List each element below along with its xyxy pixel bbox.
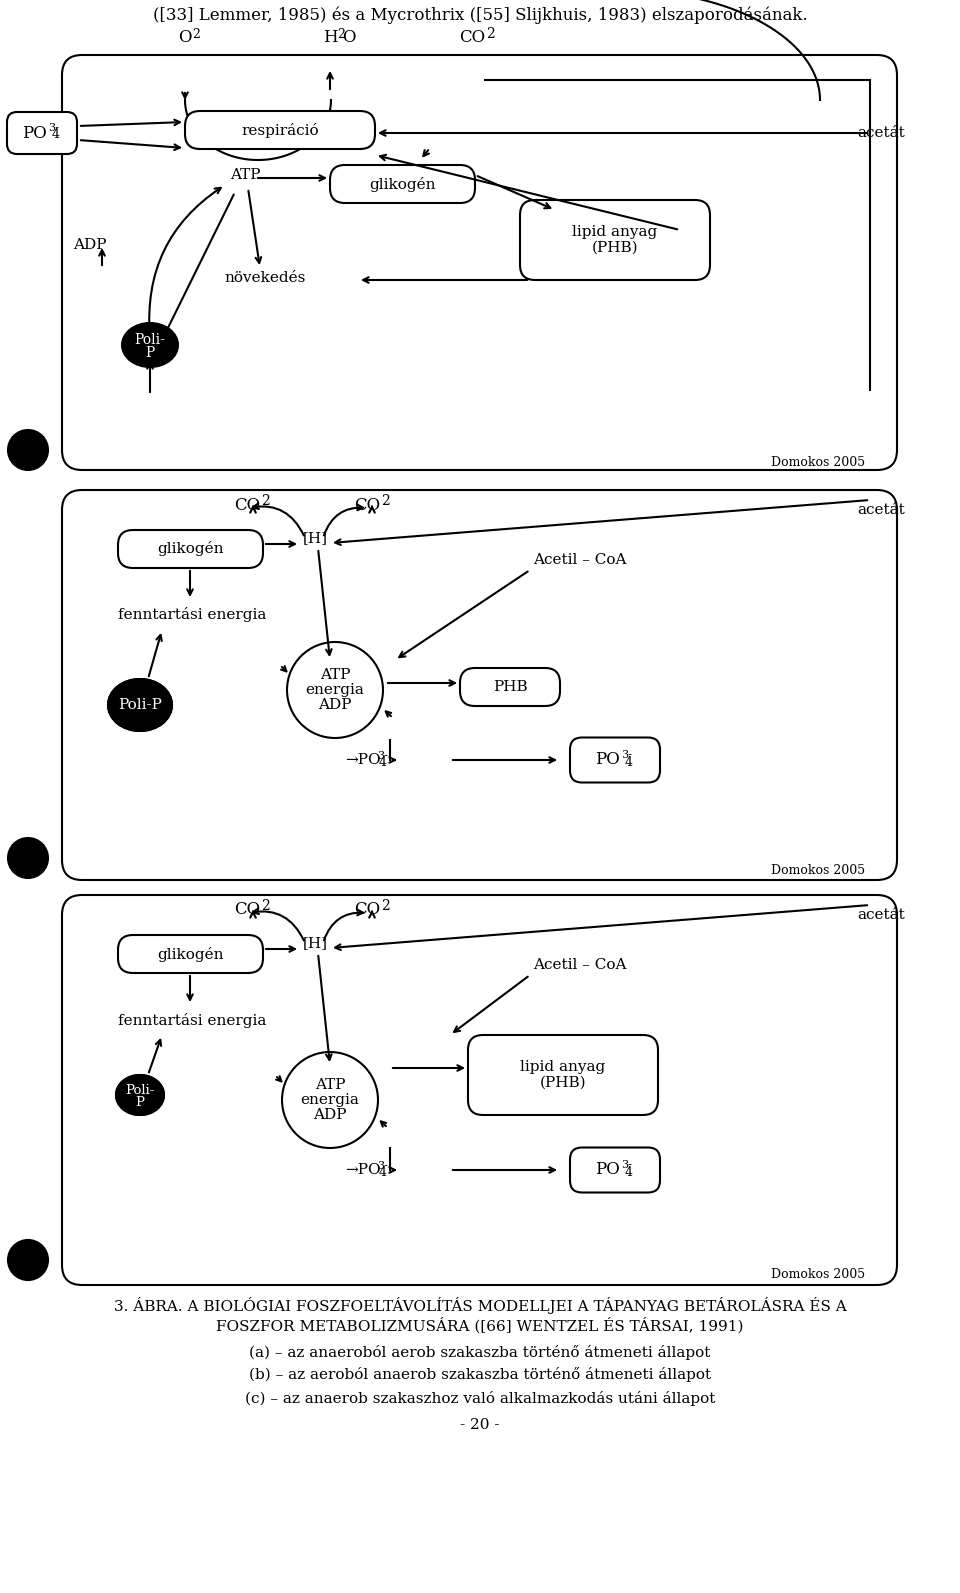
- FancyBboxPatch shape: [330, 166, 475, 202]
- Text: 3. ÁBRA. A BIOLÓGIAI FOSZFOELTÁVOLÍTÁS MODELLJEI A TÁPANYAG BETÁROLÁSRA ÉS A: 3. ÁBRA. A BIOLÓGIAI FOSZFOELTÁVOLÍTÁS M…: [113, 1297, 847, 1314]
- Text: Acetil – CoA: Acetil – CoA: [533, 957, 627, 972]
- Text: 3-: 3-: [377, 750, 388, 761]
- Text: B: B: [20, 849, 36, 867]
- Text: P: P: [135, 1096, 145, 1110]
- Text: lipid anyag
(PHB): lipid anyag (PHB): [520, 1059, 606, 1090]
- Text: CO: CO: [459, 30, 485, 46]
- FancyBboxPatch shape: [520, 201, 710, 280]
- Text: CO: CO: [354, 497, 380, 513]
- Circle shape: [8, 838, 48, 878]
- Text: lipid anyag
(PHB): lipid anyag (PHB): [572, 225, 658, 255]
- Text: Domokos 2005: Domokos 2005: [771, 456, 865, 468]
- Text: 3-: 3-: [49, 123, 60, 132]
- Text: 3-: 3-: [621, 750, 633, 760]
- Text: FOSZFOR METABOLIZMUSÁRA ([66] WENTZEL ÉS TÁRSAI, 1991): FOSZFOR METABOLIZMUSÁRA ([66] WENTZEL ÉS…: [216, 1317, 744, 1333]
- Text: növekedés: növekedés: [225, 271, 305, 285]
- Text: 2: 2: [337, 27, 345, 40]
- Text: P: P: [135, 1096, 145, 1109]
- FancyBboxPatch shape: [62, 491, 897, 879]
- Text: glikogén: glikogén: [157, 946, 224, 962]
- Text: 2: 2: [192, 27, 200, 40]
- FancyBboxPatch shape: [468, 1035, 658, 1115]
- Ellipse shape: [108, 679, 172, 731]
- Text: Poli-: Poli-: [134, 333, 165, 347]
- Text: →PO: →PO: [345, 1163, 380, 1177]
- Text: Acetil – CoA: Acetil – CoA: [533, 553, 627, 567]
- FancyBboxPatch shape: [62, 56, 897, 470]
- Text: ATP: ATP: [315, 1078, 346, 1091]
- Text: ATP: ATP: [320, 667, 350, 682]
- Text: CO: CO: [354, 902, 380, 919]
- Text: 4: 4: [52, 129, 60, 142]
- Text: glikogén: glikogén: [370, 177, 436, 191]
- Text: fenntartási energia: fenntartási energia: [118, 607, 266, 623]
- Text: CO: CO: [234, 902, 260, 919]
- Ellipse shape: [116, 1075, 164, 1115]
- Text: (c) – az anaerob szakaszhoz való alkalmazkodás utáni állapot: (c) – az anaerob szakaszhoz való alkalma…: [245, 1391, 715, 1405]
- Text: ATP: ATP: [230, 167, 260, 182]
- Text: 4: 4: [625, 1166, 633, 1179]
- Text: 2: 2: [261, 494, 270, 508]
- Text: Domokos 2005: Domokos 2005: [771, 863, 865, 876]
- Text: energia: energia: [300, 1093, 359, 1107]
- FancyBboxPatch shape: [118, 530, 263, 569]
- Text: CO: CO: [234, 497, 260, 513]
- Text: Poli-P: Poli-P: [118, 698, 162, 712]
- Text: glikogén: glikogén: [157, 542, 224, 556]
- Text: PO: PO: [594, 752, 619, 768]
- Text: respiráció: respiráció: [241, 123, 319, 137]
- Text: (b) – az aeroból anaerob szakaszba történő átmeneti állapot: (b) – az aeroból anaerob szakaszba törté…: [249, 1367, 711, 1383]
- Circle shape: [8, 430, 48, 470]
- Text: 2: 2: [381, 898, 390, 913]
- Text: ADP: ADP: [73, 237, 107, 252]
- FancyBboxPatch shape: [570, 1147, 660, 1193]
- Text: 2: 2: [261, 898, 270, 913]
- Text: PO: PO: [22, 124, 46, 142]
- Text: A: A: [20, 441, 36, 459]
- Text: 2: 2: [486, 27, 494, 41]
- Text: - 20 -: - 20 -: [460, 1418, 500, 1432]
- Ellipse shape: [122, 323, 178, 366]
- FancyBboxPatch shape: [7, 112, 77, 155]
- Text: 4: 4: [379, 755, 387, 768]
- Text: C: C: [20, 1251, 36, 1270]
- Text: [H]: [H]: [302, 937, 327, 949]
- Text: acetát: acetát: [857, 126, 905, 140]
- Text: PO: PO: [594, 1161, 619, 1179]
- Text: ADP: ADP: [319, 698, 351, 712]
- Text: PHB: PHB: [492, 680, 527, 695]
- FancyBboxPatch shape: [460, 667, 560, 706]
- FancyBboxPatch shape: [118, 935, 263, 973]
- Text: O: O: [343, 30, 356, 46]
- Text: 3-: 3-: [377, 1161, 388, 1171]
- Text: [H]: [H]: [302, 530, 327, 545]
- FancyBboxPatch shape: [570, 738, 660, 782]
- Text: (a) – az anaeroból aerob szakaszba történő átmeneti állapot: (a) – az anaeroból aerob szakaszba törté…: [250, 1344, 710, 1359]
- Text: 4: 4: [379, 1166, 387, 1179]
- Text: 2: 2: [381, 494, 390, 508]
- Text: acetát: acetát: [857, 503, 905, 518]
- Circle shape: [8, 1239, 48, 1281]
- Text: Poli-P: Poli-P: [120, 693, 160, 707]
- Text: energia: energia: [305, 683, 365, 698]
- Text: Domokos 2005: Domokos 2005: [771, 1268, 865, 1281]
- Ellipse shape: [108, 679, 172, 731]
- Text: P: P: [145, 346, 155, 360]
- Text: O: O: [179, 30, 192, 46]
- Text: ADP: ADP: [313, 1109, 347, 1121]
- Ellipse shape: [116, 1075, 164, 1115]
- Text: ([33] Lemmer, 1985) és a Mycrothrix ([55] Slijkhuis, 1983) elszaporodásának.: ([33] Lemmer, 1985) és a Mycrothrix ([55…: [153, 6, 807, 24]
- Text: 4: 4: [625, 755, 633, 768]
- Text: Poli-: Poli-: [126, 1083, 155, 1096]
- Text: fenntartási energia: fenntartási energia: [118, 1013, 266, 1027]
- Text: H: H: [323, 30, 337, 46]
- Text: 3-: 3-: [621, 1160, 633, 1169]
- FancyBboxPatch shape: [62, 895, 897, 1286]
- Text: Poli-: Poli-: [125, 1083, 156, 1098]
- Text: acetát: acetát: [857, 908, 905, 922]
- Text: →PO: →PO: [345, 753, 380, 766]
- FancyBboxPatch shape: [185, 112, 375, 150]
